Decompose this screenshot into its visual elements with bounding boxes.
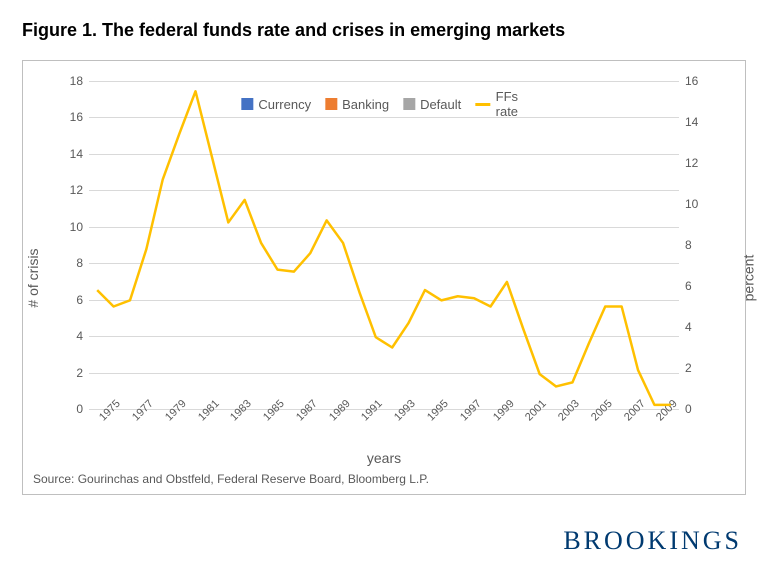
x-axis-label: years — [367, 450, 401, 466]
y-axis-label-right: percent — [741, 254, 757, 301]
y-tick-left: 14 — [70, 147, 89, 161]
y-tick-left: 2 — [76, 366, 89, 380]
figure-title: Figure 1. The federal funds rate and cri… — [22, 20, 565, 41]
y-tick-right: 10 — [679, 197, 698, 211]
y-tick-right: 16 — [679, 74, 698, 88]
y-tick-right: 0 — [679, 402, 692, 416]
y-tick-right: 14 — [679, 115, 698, 129]
chart-box: # of crisis percent CurrencyBankingDefau… — [22, 60, 746, 495]
y-tick-left: 8 — [76, 256, 89, 270]
ffs-rate-line — [97, 91, 671, 405]
y-tick-left: 16 — [70, 110, 89, 124]
y-tick-left: 12 — [70, 183, 89, 197]
line-overlay — [89, 81, 679, 409]
y-tick-left: 4 — [76, 329, 89, 343]
y-tick-left: 0 — [76, 402, 89, 416]
y-tick-right: 2 — [679, 361, 692, 375]
y-tick-right: 4 — [679, 320, 692, 334]
brookings-logo: BROOKINGS — [563, 526, 742, 556]
y-tick-right: 8 — [679, 238, 692, 252]
y-axis-label-left: # of crisis — [25, 248, 41, 307]
y-tick-left: 6 — [76, 293, 89, 307]
y-tick-right: 6 — [679, 279, 692, 293]
y-tick-left: 10 — [70, 220, 89, 234]
plot-area: CurrencyBankingDefaultFFs rate 024681012… — [89, 81, 679, 409]
y-tick-left: 18 — [70, 74, 89, 88]
y-tick-right: 12 — [679, 156, 698, 170]
source-text: Source: Gourinchas and Obstfeld, Federal… — [33, 472, 429, 486]
